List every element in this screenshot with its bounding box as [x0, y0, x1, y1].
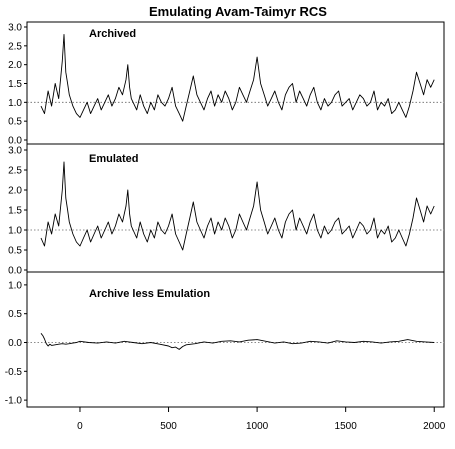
panel-difference-frame: [26, 271, 445, 408]
x-axis: 0 500 1000 1500 2000: [77, 407, 446, 432]
y-tick-label-emulated-3: 1.5: [8, 206, 22, 217]
y-tick-label-difference-1: -0.5: [5, 367, 23, 378]
chart-title: Emulating Avam-Taimyr RCS: [149, 4, 327, 19]
x-tick-label-4: 2000: [423, 421, 446, 432]
y-tick-label-archived-3: 1.5: [8, 79, 22, 90]
y-tick-label-archived-5: 2.5: [8, 41, 22, 52]
y-tick-label-difference-4: 1.0: [8, 280, 22, 291]
y-tick-label-difference-0: -1.0: [5, 396, 23, 407]
panel-archived: Archived 0.0 0.5 1.0 1.5 2.0 2.5 3.0: [8, 21, 445, 147]
y-tick-label-emulated-2: 1.0: [8, 226, 22, 237]
y-tick-label-archived-2: 1.0: [8, 98, 22, 109]
series-line-emulated: [40, 161, 435, 251]
y-tick-label-archived-0: 0.0: [8, 136, 22, 147]
panel-difference: Archive less Emulation -1.0 -0.5 0.0 0.5 1.0: [5, 271, 445, 408]
panel-archived-frame: [26, 21, 445, 145]
x-tick-label-3: 1500: [335, 421, 358, 432]
x-tick-label-1: 500: [160, 421, 177, 432]
series-line-difference: [40, 333, 435, 350]
panel-archived-label: Archived: [89, 28, 136, 40]
y-tick-label-difference-2: 0.0: [8, 338, 22, 349]
y-tick-label-archived-1: 0.5: [8, 117, 22, 128]
y-tick-label-emulated-4: 2.0: [8, 186, 22, 197]
y-tick-label-difference-3: 0.5: [8, 309, 22, 320]
panel-emulated-label: Emulated: [89, 153, 139, 165]
x-tick-label-2: 1000: [246, 421, 269, 432]
series-line-archived: [40, 34, 435, 122]
y-tick-label-emulated-6: 3.0: [8, 146, 22, 157]
panel-difference-label: Archive less Emulation: [89, 288, 210, 300]
y-tick-label-emulated-1: 0.5: [8, 246, 22, 257]
y-tick-label-archived-6: 3.0: [8, 23, 22, 34]
panel-emulated: Emulated 0.0 0.5 1.0 1.5 2.0 2.5 3.0: [8, 143, 445, 277]
y-tick-label-archived-4: 2.0: [8, 60, 22, 71]
x-tick-label-0: 0: [77, 421, 83, 432]
y-tick-label-emulated-0: 0.0: [8, 266, 22, 277]
y-tick-label-emulated-5: 2.5: [8, 166, 22, 177]
